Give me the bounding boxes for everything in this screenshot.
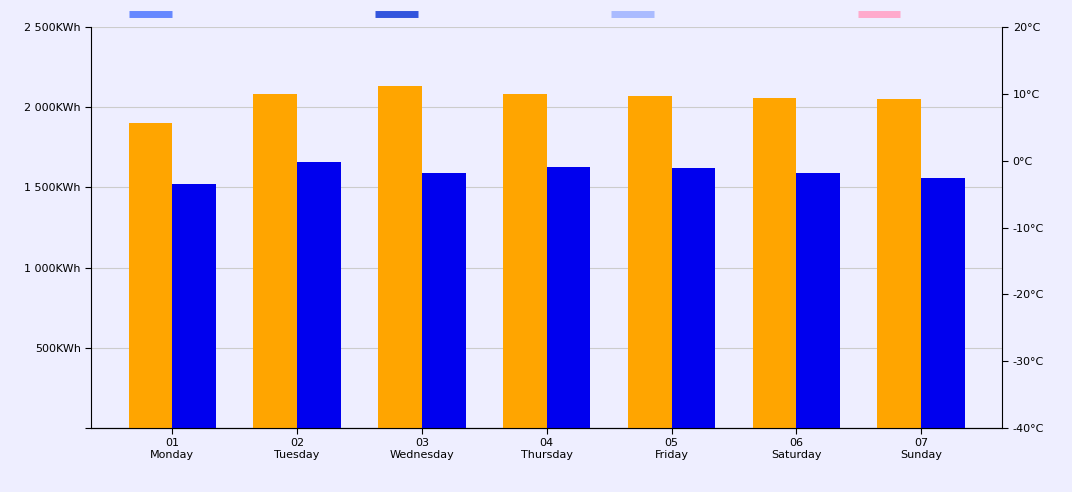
Bar <box>503 94 547 428</box>
Bar <box>422 173 465 428</box>
Bar <box>297 162 341 428</box>
Bar <box>753 97 796 428</box>
Bar <box>921 178 965 428</box>
Bar <box>253 94 297 428</box>
Bar <box>671 168 715 428</box>
Bar <box>878 99 921 428</box>
Bar <box>796 173 840 428</box>
Bar <box>173 184 215 428</box>
Bar <box>129 123 173 428</box>
Bar <box>628 96 671 428</box>
Bar <box>378 87 422 428</box>
Bar <box>547 167 591 428</box>
